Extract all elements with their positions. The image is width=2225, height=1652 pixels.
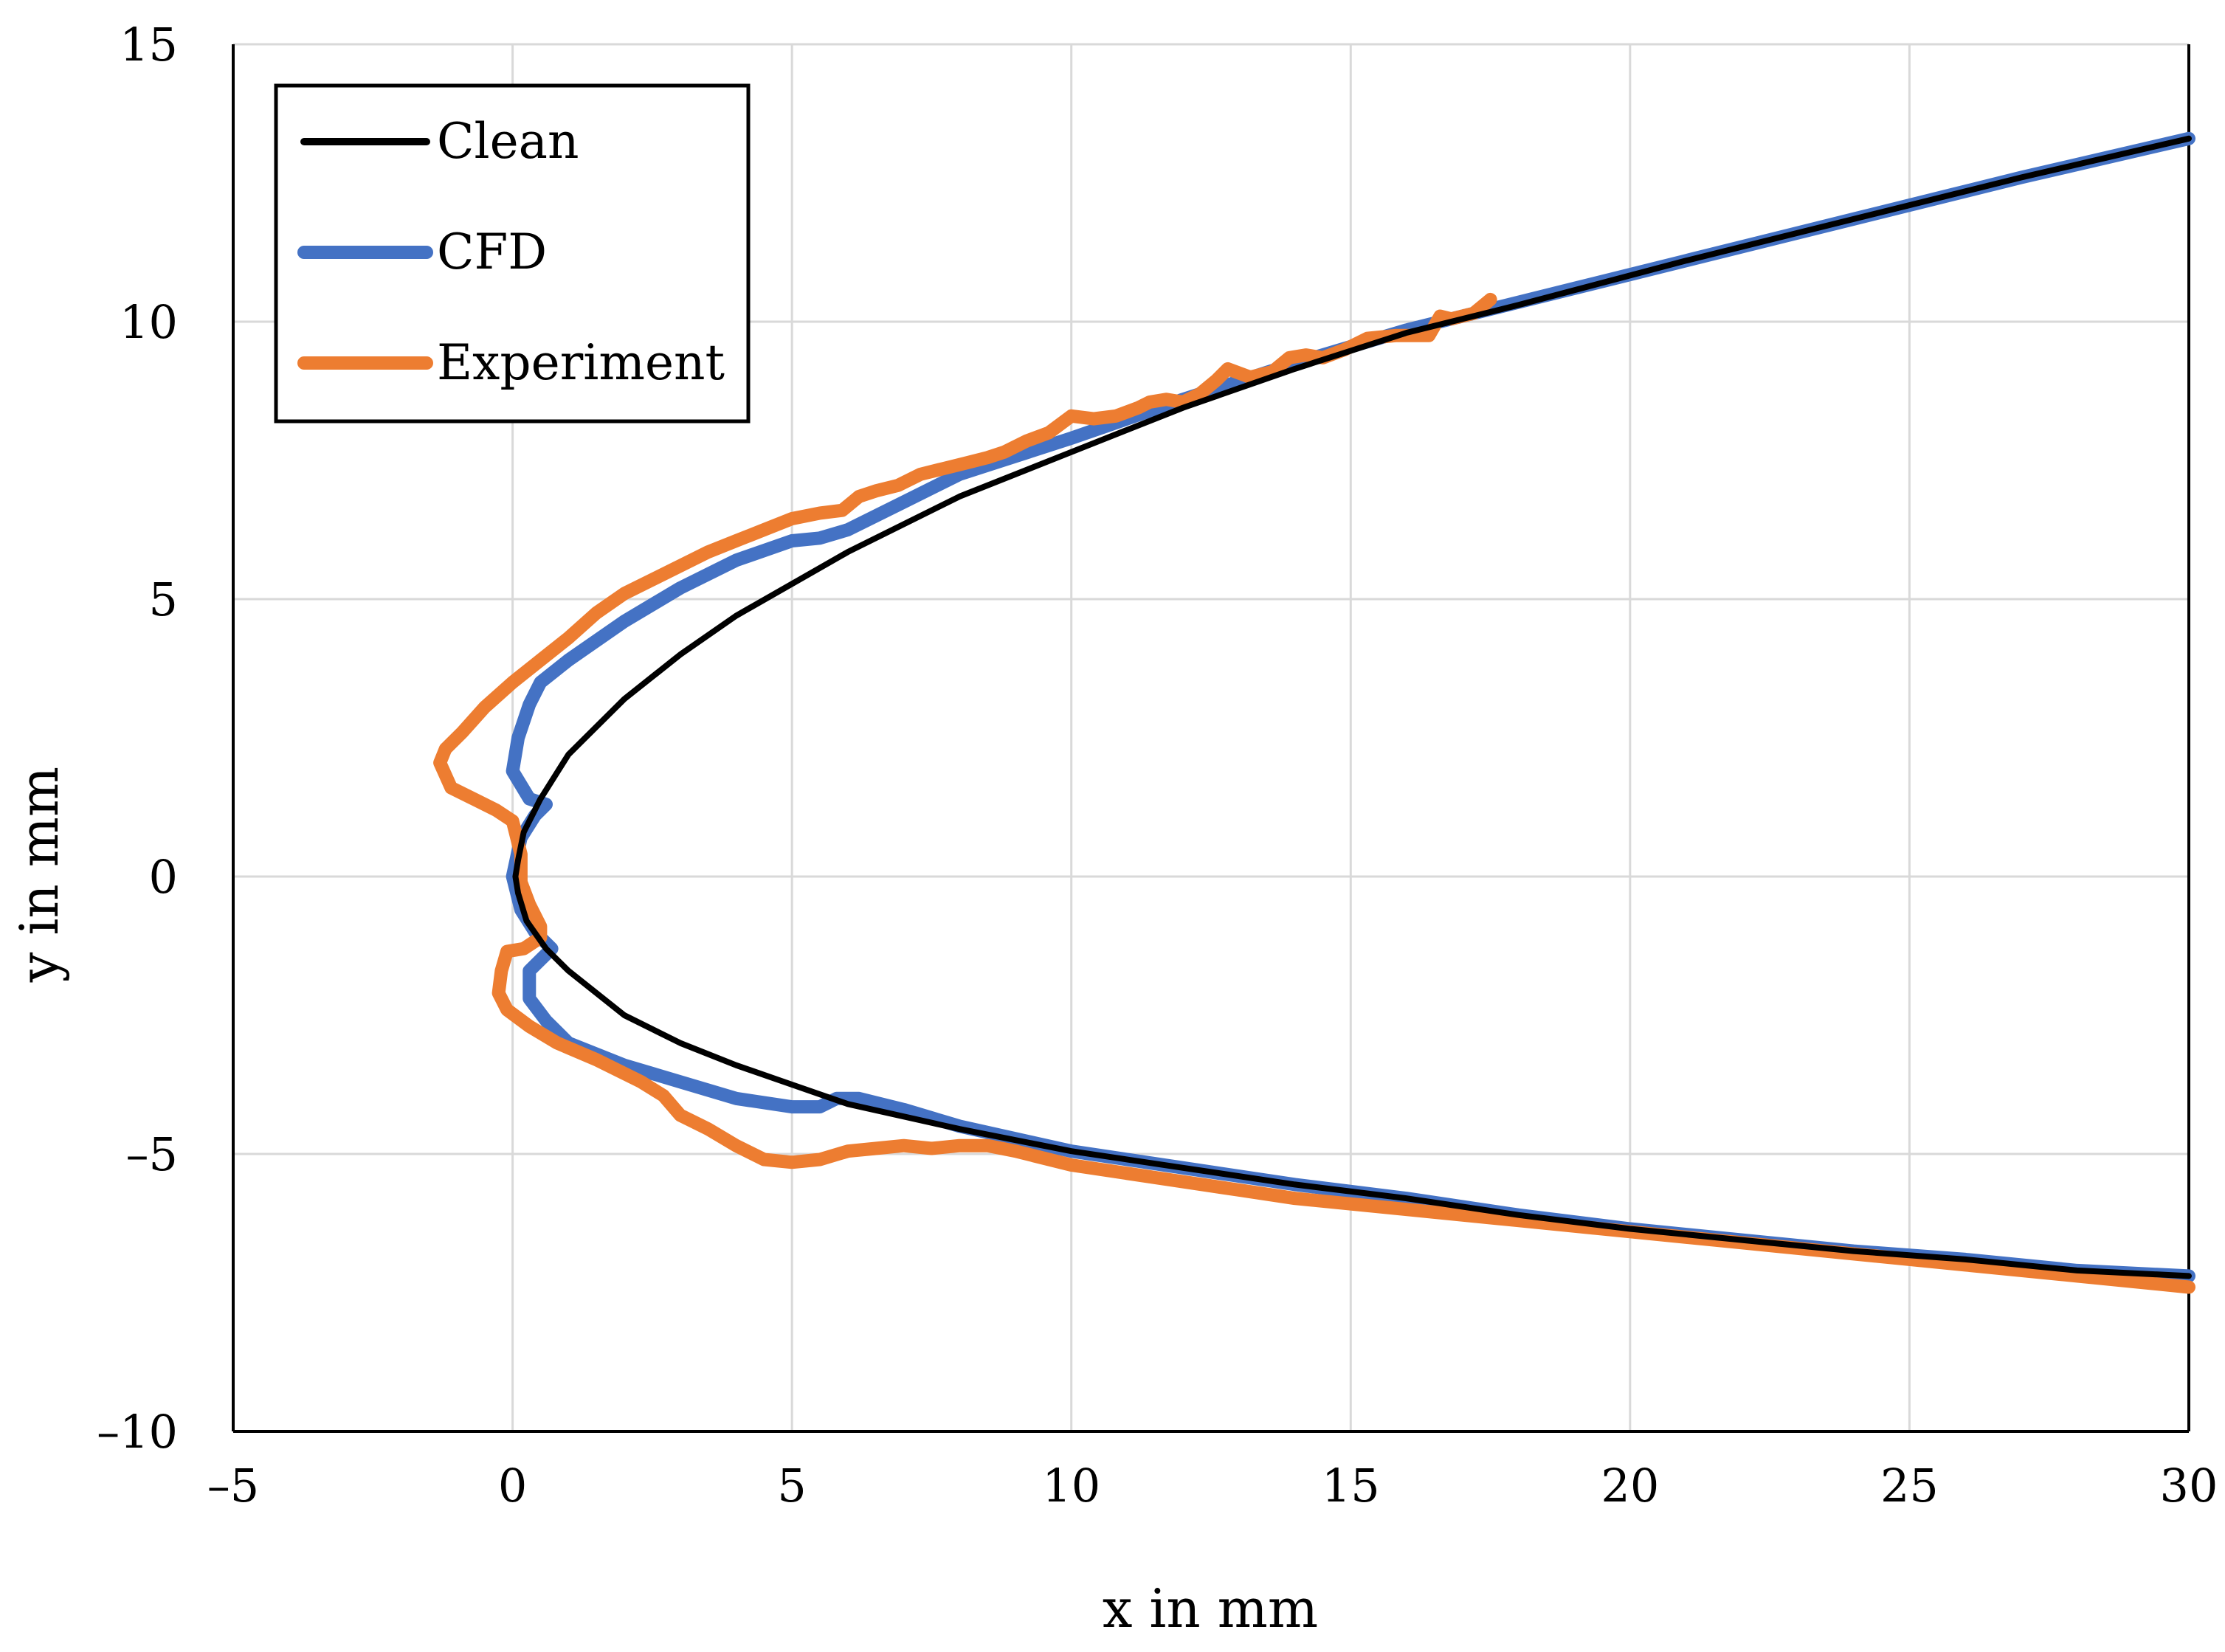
y-tick-label: 5	[149, 573, 178, 626]
x-tick-label: 0	[498, 1459, 527, 1513]
legend-label-clean: Clean	[437, 113, 579, 170]
y-axis-title: y in mm	[8, 767, 70, 983]
axis-layer	[232, 44, 2190, 1433]
x-tick-label: 15	[1322, 1459, 1380, 1513]
y-tick-label: 0	[149, 850, 178, 904]
legend-label-cfd: CFD	[437, 224, 547, 280]
legend: Clean CFD Experiment	[274, 83, 751, 424]
y-tick-label: 15	[120, 18, 178, 72]
x-tick-label: 25	[1880, 1459, 1939, 1513]
series-layer	[433, 131, 2195, 1294]
tick-layer: –5 0 5 10 15 20 25 30 –10 –5 0 5 10 15	[97, 18, 2218, 1513]
y-tick-label: 10	[120, 295, 178, 349]
series-line-clean	[512, 135, 2192, 1279]
x-tick-label: 5	[777, 1459, 806, 1513]
y-tick-label: –10	[97, 1405, 178, 1459]
x-tick-label: 20	[1601, 1459, 1659, 1513]
x-tick-label: 30	[2160, 1459, 2218, 1513]
x-tick-label: 10	[1042, 1459, 1100, 1513]
grid-layer	[233, 43, 2190, 1431]
series-line-experiment	[433, 292, 2195, 1294]
y-tick-label: –5	[126, 1127, 178, 1181]
x-tick-label: –5	[207, 1459, 259, 1513]
x-axis-title: x in mm	[1103, 1577, 1318, 1639]
legend-label-experiment: Experiment	[437, 334, 725, 391]
